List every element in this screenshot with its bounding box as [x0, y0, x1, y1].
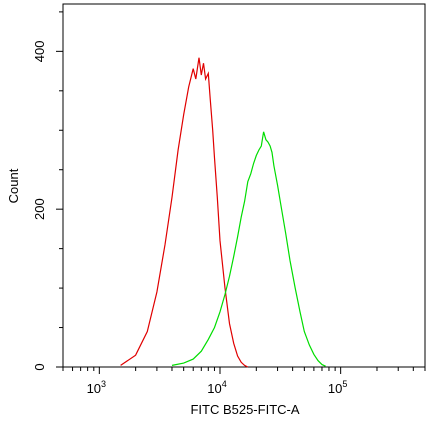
series-line-2 — [171, 131, 326, 367]
x-axis-label: FITC B525-FITC-A — [190, 402, 299, 417]
y-tick-label: 0 — [32, 363, 47, 370]
plot-area — [62, 3, 426, 368]
series-group — [120, 57, 326, 368]
x-tick-label: 105 — [328, 379, 347, 396]
y-tick-label: 400 — [32, 40, 47, 62]
y-tick-label: 200 — [32, 198, 47, 220]
x-tick-label: 103 — [87, 379, 106, 396]
series-line-1 — [120, 57, 249, 368]
x-tick-label: 104 — [207, 379, 226, 396]
y-axis: 0 200 400 — [32, 11, 63, 371]
plot-frame — [62, 3, 426, 368]
x-axis: 103 104 105 — [62, 367, 426, 396]
y-axis-label: Count — [6, 168, 21, 203]
